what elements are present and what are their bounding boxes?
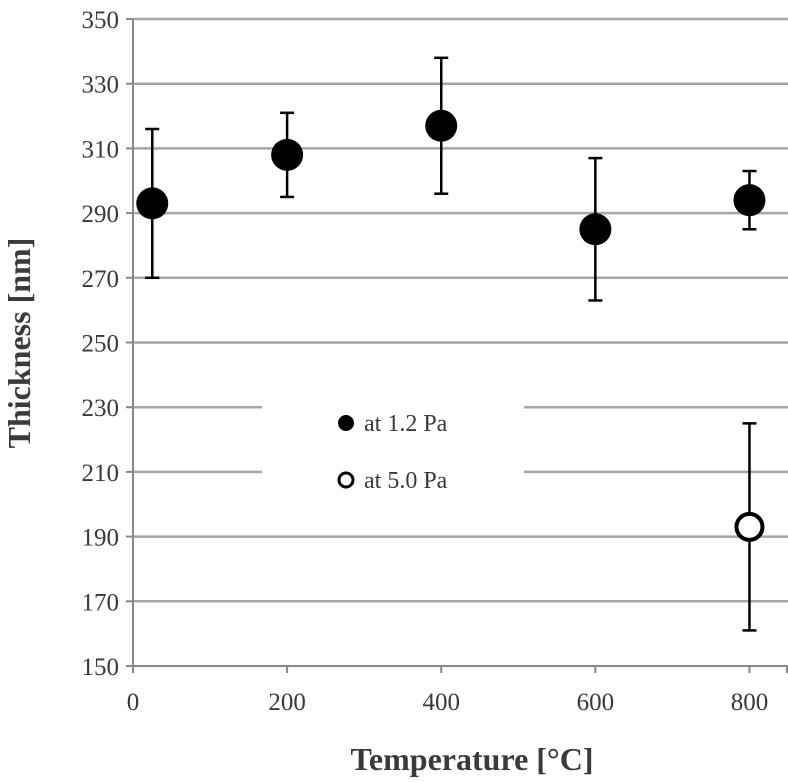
y-axis-label: Thickness [nm]	[1, 238, 37, 449]
data-point	[425, 109, 458, 142]
y-tick-label: 230	[82, 395, 120, 422]
y-tick-label: 350	[82, 7, 120, 34]
y-tick-label: 190	[82, 525, 120, 552]
y-tick-label: 170	[82, 589, 120, 616]
legend-marker-filled	[338, 415, 354, 431]
legend-label-1: at 1.2 Pa	[364, 411, 448, 437]
y-tick-label: 150	[82, 654, 120, 681]
y-tick-label: 210	[82, 460, 120, 487]
x-axis-label: Temperature [°C]	[351, 741, 594, 777]
y-tick-label: 330	[82, 72, 120, 99]
legend-marker-open	[337, 471, 355, 489]
gridlines	[133, 17, 788, 603]
legend: at 1.2 Pa at 5.0 Pa	[337, 411, 448, 494]
data-marks	[136, 56, 766, 632]
data-point	[271, 138, 304, 171]
x-tick-label: 200	[268, 689, 306, 716]
x-tick-labels: 0 200 400 600 800	[127, 689, 768, 716]
data-point	[579, 213, 612, 246]
x-tick-label: 400	[422, 689, 460, 716]
y-tick-labels: 150 170 190 210 230 250 270 290 310 330 350	[82, 7, 120, 681]
y-tick-label: 250	[82, 331, 120, 358]
legend-background	[262, 398, 524, 502]
x-tick-label: 800	[731, 689, 769, 716]
axes	[126, 18, 788, 673]
x-tick-label: 600	[577, 689, 615, 716]
data-point	[136, 187, 169, 220]
y-tick-label: 270	[82, 266, 120, 293]
y-tick-label: 290	[82, 201, 120, 228]
data-point	[733, 184, 766, 217]
y-tick-label: 310	[82, 136, 120, 163]
legend-label-2: at 5.0 Pa	[364, 468, 448, 494]
x-tick-label: 0	[127, 689, 140, 716]
data-point-open	[734, 511, 765, 542]
